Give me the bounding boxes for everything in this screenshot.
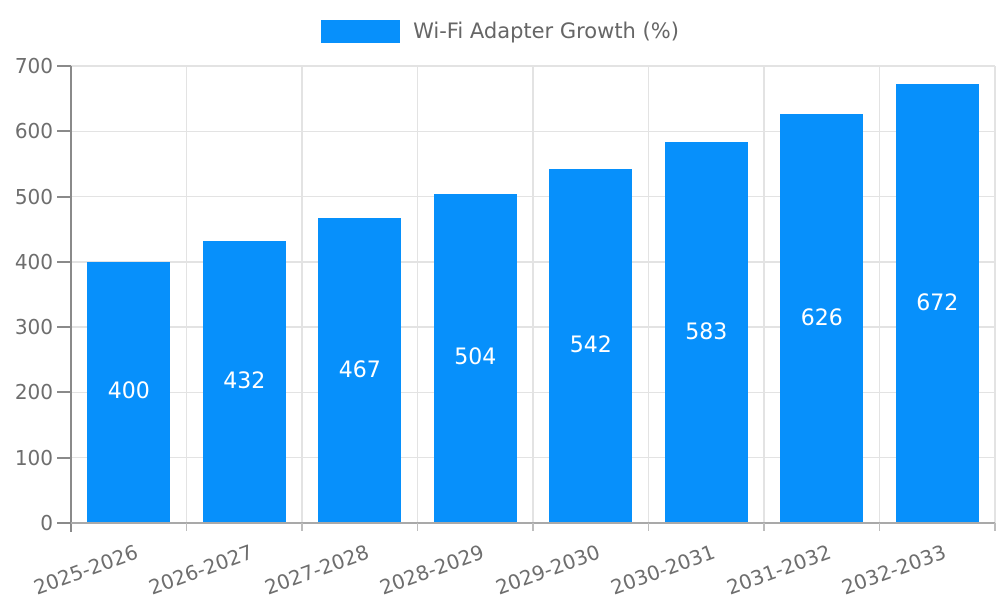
bar-value-label: 504 <box>454 345 497 371</box>
y-axis-tick <box>57 65 71 67</box>
y-axis-tick <box>57 326 71 329</box>
bar-value-label: 672 <box>916 290 959 316</box>
bar-2031-2032[interactable]: 626 <box>780 114 864 523</box>
x-axis-label: 2028-2029 <box>376 539 488 600</box>
bar-value-label: 542 <box>569 333 612 359</box>
legend-item[interactable]: Wi-Fi Adapter Growth (%) <box>0 19 1000 44</box>
bar-value-label: 626 <box>800 305 843 331</box>
x-axis-label: 2029-2030 <box>492 539 603 600</box>
v-gridline <box>185 66 188 523</box>
x-axis-tick <box>301 523 303 531</box>
x-axis-tick <box>878 523 881 531</box>
v-gridline <box>416 66 419 523</box>
y-axis-label: 600 <box>14 119 53 144</box>
y-axis-label: 300 <box>14 315 53 340</box>
x-axis-label: 2031-2032 <box>723 539 834 600</box>
bar-value-label: 432 <box>223 368 266 394</box>
v-gridline <box>301 66 303 523</box>
v-gridline <box>878 66 881 523</box>
y-axis-tick <box>57 260 71 263</box>
legend-label: Wi-Fi Adapter Growth (%) <box>413 19 679 43</box>
v-gridline <box>647 66 650 523</box>
y-axis-label: 500 <box>14 184 53 209</box>
v-gridline <box>763 66 765 523</box>
x-axis-tick <box>185 523 188 531</box>
x-axis-label: 2026-2027 <box>145 539 257 600</box>
y-axis-label: 0 <box>40 511 53 535</box>
y-axis-tick <box>57 391 71 394</box>
y-axis-label: 100 <box>14 445 53 470</box>
bar-2025-2026[interactable]: 400 <box>87 261 171 523</box>
y-axis-label: 400 <box>14 249 53 274</box>
v-gridline <box>532 66 534 523</box>
x-axis-label: 2030-2031 <box>607 539 719 600</box>
bar-2029-2030[interactable]: 542 <box>549 169 633 523</box>
x-axis-label: 2025-2026 <box>30 539 141 600</box>
x-axis-tick <box>532 523 534 531</box>
bar-value-label: 400 <box>107 379 150 405</box>
y-axis-label: 200 <box>14 380 53 405</box>
y-axis-label: 700 <box>14 54 53 78</box>
y-axis-tick <box>57 456 71 459</box>
v-gridline <box>994 66 996 523</box>
y-axis-tick <box>57 130 71 133</box>
bar-2028-2029[interactable]: 504 <box>433 193 517 523</box>
x-axis-label: 2027-2028 <box>261 539 372 600</box>
y-axis-tick <box>57 522 71 524</box>
bar-2030-2031[interactable]: 583 <box>664 142 748 523</box>
bar-value-label: 583 <box>685 319 728 345</box>
y-axis-line <box>69 66 72 532</box>
x-axis-tick <box>416 523 419 531</box>
bar-2027-2028[interactable]: 467 <box>318 218 402 523</box>
y-axis-tick <box>57 195 71 198</box>
bar-2032-2033[interactable]: 672 <box>895 84 979 523</box>
legend-swatch-icon <box>321 20 401 43</box>
x-axis-tick <box>994 523 996 531</box>
bar-value-label: 467 <box>338 357 381 383</box>
bar-2026-2027[interactable]: 432 <box>202 240 286 523</box>
x-axis-tick <box>763 523 765 531</box>
x-axis-label: 2032-2033 <box>838 539 950 600</box>
x-axis-tick <box>647 523 650 531</box>
